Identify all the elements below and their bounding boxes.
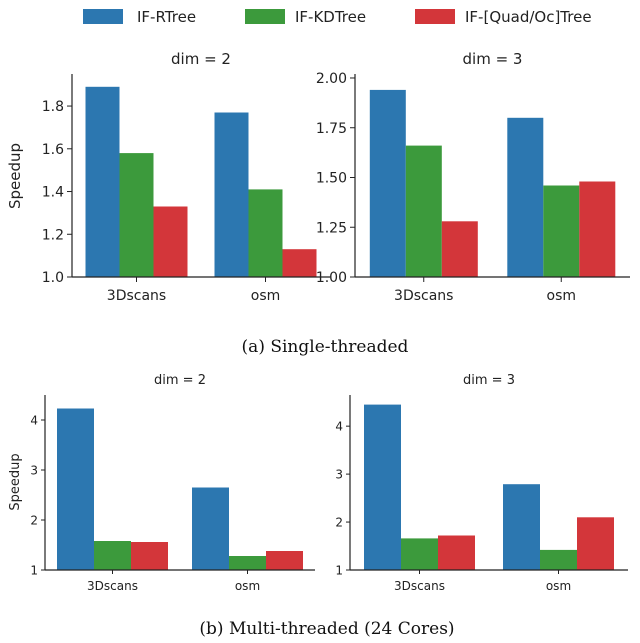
- panel-b-right: 1 2 3 4 3Dscans osm dim = 3: [335, 373, 628, 593]
- bar-if-rtree-3dscans: [85, 86, 120, 277]
- x-tick-label: 3Dscans: [107, 288, 166, 304]
- panel-a-left: 1.0 1.2 1.4 1.6 1.8 3Dscans osm dim = 2 Speedup: [6, 50, 330, 304]
- y-tick-label: 3: [335, 467, 343, 481]
- x-tick-label: osm: [547, 288, 577, 304]
- x-tick-label: 3Dscans: [394, 579, 445, 593]
- legend-entry: IF-[Quad/Oc]Tree: [415, 8, 592, 26]
- y-tick-label: 4: [30, 413, 38, 427]
- y-axis-label: Speedup: [8, 453, 23, 510]
- bar-if-rtree-osm: [507, 117, 544, 277]
- y-tick-label: 1.2: [42, 227, 64, 243]
- x-tick-label: osm: [546, 579, 571, 593]
- x-tick-label: 3Dscans: [394, 288, 453, 304]
- panel-a-right: 1.00 1.25 1.50 1.75 2.00 3Dscans osm dim = 3: [316, 50, 630, 304]
- y-tick-label: 3: [30, 463, 38, 477]
- y-tick-label: 1.75: [316, 121, 347, 137]
- bar-if-kdtree-3dscans: [405, 145, 442, 277]
- panel-title: dim = 2: [154, 373, 206, 388]
- bar-if-quad-oc-tree-3dscans: [131, 542, 168, 570]
- bar-if-rtree-osm: [503, 484, 540, 570]
- bar-if-quad-oc-tree-osm: [579, 181, 616, 277]
- bar-if-kdtree-3dscans: [119, 153, 154, 277]
- y-tick-label: 1.50: [316, 171, 347, 187]
- y-tick-label: 1.4: [42, 185, 64, 201]
- y-axis-label: Speedup: [6, 143, 24, 209]
- y-tick-label: 1.6: [42, 142, 64, 158]
- bar-if-rtree-osm: [214, 112, 249, 277]
- legend-swatch: [245, 9, 285, 24]
- bar-if-rtree-osm: [192, 487, 229, 570]
- y-tick-label: 1.00: [316, 270, 347, 286]
- legend-label: IF-[Quad/Oc]Tree: [465, 8, 592, 26]
- legend-label: IF-KDTree: [295, 8, 366, 26]
- bar-if-quad-oc-tree-3dscans: [438, 535, 475, 570]
- bar-if-kdtree-osm: [540, 549, 577, 570]
- bar-if-quad-oc-tree-3dscans: [153, 206, 188, 277]
- bar-if-rtree-3dscans: [364, 404, 401, 570]
- bar-if-quad-oc-tree-osm: [577, 517, 614, 570]
- bar-if-kdtree-3dscans: [94, 541, 131, 570]
- y-tick-label: 2: [335, 515, 343, 529]
- y-tick-label: 1.25: [316, 220, 347, 236]
- y-tick-label: 2.00: [316, 71, 347, 87]
- bar-if-quad-oc-tree-3dscans: [441, 221, 478, 277]
- y-tick-label: 1: [30, 563, 38, 577]
- legend-swatch: [83, 9, 123, 24]
- legend: IF-RTree IF-KDTree IF-[Quad/Oc]Tree: [83, 8, 592, 26]
- panel-title: dim = 3: [463, 373, 515, 388]
- y-tick-label: 1.8: [42, 99, 64, 115]
- y-tick-label: 1: [335, 563, 343, 577]
- x-tick-label: 3Dscans: [87, 579, 138, 593]
- caption-single-threaded: (a) Single-threaded: [242, 337, 409, 357]
- x-tick-label: osm: [251, 288, 281, 304]
- bar-if-kdtree-osm: [229, 556, 266, 570]
- bar-if-kdtree-osm: [248, 189, 283, 277]
- legend-entry: IF-RTree: [83, 8, 196, 26]
- bar-if-rtree-3dscans: [57, 408, 94, 570]
- bar-if-kdtree-3dscans: [401, 538, 438, 570]
- y-tick-label: 1.0: [42, 270, 64, 286]
- bar-if-quad-oc-tree-osm: [282, 249, 317, 277]
- bar-if-rtree-3dscans: [369, 89, 406, 278]
- panel-b-left: 1 2 3 4 3Dscans osm dim = 2 Speedup: [8, 373, 315, 593]
- x-tick-label: osm: [235, 579, 260, 593]
- bar-if-kdtree-osm: [543, 185, 580, 277]
- legend-label: IF-RTree: [137, 8, 196, 26]
- panel-title: dim = 3: [463, 50, 523, 68]
- panel-title: dim = 2: [171, 50, 231, 68]
- legend-swatch: [415, 9, 455, 24]
- y-tick-label: 2: [30, 513, 38, 527]
- caption-multi-threaded: (b) Multi-threaded (24 Cores): [199, 619, 454, 639]
- y-tick-label: 4: [335, 419, 343, 433]
- legend-entry: IF-KDTree: [245, 8, 366, 26]
- bar-if-quad-oc-tree-osm: [266, 551, 303, 570]
